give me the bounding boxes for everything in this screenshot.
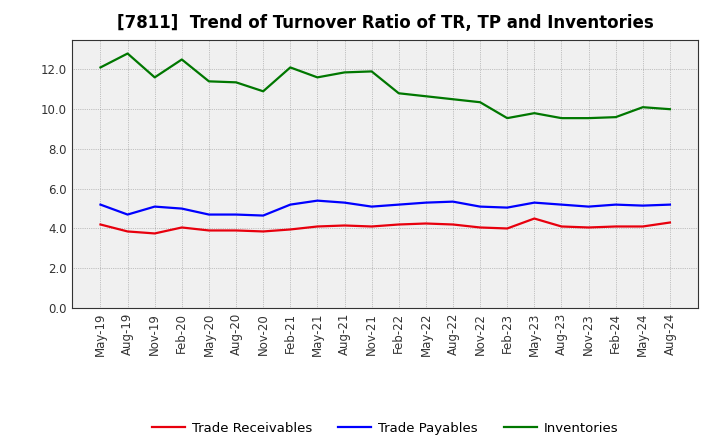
Trade Payables — [557, 202, 566, 207]
Inventories — [286, 65, 294, 70]
Trade Payables — [150, 204, 159, 209]
Inventories — [259, 88, 268, 94]
Trade Payables — [178, 206, 186, 211]
Trade Payables — [665, 202, 674, 207]
Inventories — [204, 79, 213, 84]
Inventories — [611, 114, 620, 120]
Trade Payables — [367, 204, 376, 209]
Inventories — [313, 75, 322, 80]
Trade Payables — [530, 200, 539, 205]
Trade Receivables — [96, 222, 105, 227]
Inventories — [421, 94, 430, 99]
Inventories — [178, 57, 186, 62]
Trade Payables — [584, 204, 593, 209]
Trade Receivables — [150, 231, 159, 236]
Line: Trade Receivables: Trade Receivables — [101, 219, 670, 234]
Trade Receivables — [639, 224, 647, 229]
Trade Payables — [639, 203, 647, 208]
Inventories — [665, 106, 674, 112]
Trade Receivables — [421, 221, 430, 226]
Trade Receivables — [530, 216, 539, 221]
Trade Receivables — [123, 229, 132, 234]
Inventories — [584, 115, 593, 121]
Trade Receivables — [367, 224, 376, 229]
Legend: Trade Receivables, Trade Payables, Inventories: Trade Receivables, Trade Payables, Inven… — [147, 417, 624, 440]
Title: [7811]  Trend of Turnover Ratio of TR, TP and Inventories: [7811] Trend of Turnover Ratio of TR, TP… — [117, 15, 654, 33]
Trade Receivables — [584, 225, 593, 230]
Inventories — [530, 110, 539, 116]
Inventories — [449, 97, 457, 102]
Trade Payables — [395, 202, 403, 207]
Inventories — [150, 75, 159, 80]
Trade Payables — [259, 213, 268, 218]
Inventories — [232, 80, 240, 85]
Trade Payables — [341, 200, 349, 205]
Trade Payables — [123, 212, 132, 217]
Trade Receivables — [286, 227, 294, 232]
Trade Receivables — [395, 222, 403, 227]
Inventories — [123, 51, 132, 56]
Trade Receivables — [204, 228, 213, 233]
Inventories — [96, 65, 105, 70]
Trade Receivables — [259, 229, 268, 234]
Inventories — [476, 99, 485, 105]
Trade Receivables — [665, 220, 674, 225]
Trade Receivables — [611, 224, 620, 229]
Trade Payables — [503, 205, 511, 210]
Trade Payables — [286, 202, 294, 207]
Trade Payables — [421, 200, 430, 205]
Trade Payables — [449, 199, 457, 204]
Trade Receivables — [449, 222, 457, 227]
Trade Receivables — [557, 224, 566, 229]
Trade Payables — [313, 198, 322, 203]
Trade Payables — [96, 202, 105, 207]
Trade Payables — [611, 202, 620, 207]
Trade Payables — [232, 212, 240, 217]
Trade Receivables — [341, 223, 349, 228]
Inventories — [639, 105, 647, 110]
Line: Inventories: Inventories — [101, 54, 670, 118]
Trade Receivables — [313, 224, 322, 229]
Trade Receivables — [503, 226, 511, 231]
Inventories — [395, 91, 403, 96]
Line: Trade Payables: Trade Payables — [101, 201, 670, 216]
Trade Payables — [476, 204, 485, 209]
Trade Payables — [204, 212, 213, 217]
Inventories — [503, 115, 511, 121]
Inventories — [341, 70, 349, 75]
Trade Receivables — [232, 228, 240, 233]
Trade Receivables — [476, 225, 485, 230]
Inventories — [557, 115, 566, 121]
Trade Receivables — [178, 225, 186, 230]
Inventories — [367, 69, 376, 74]
